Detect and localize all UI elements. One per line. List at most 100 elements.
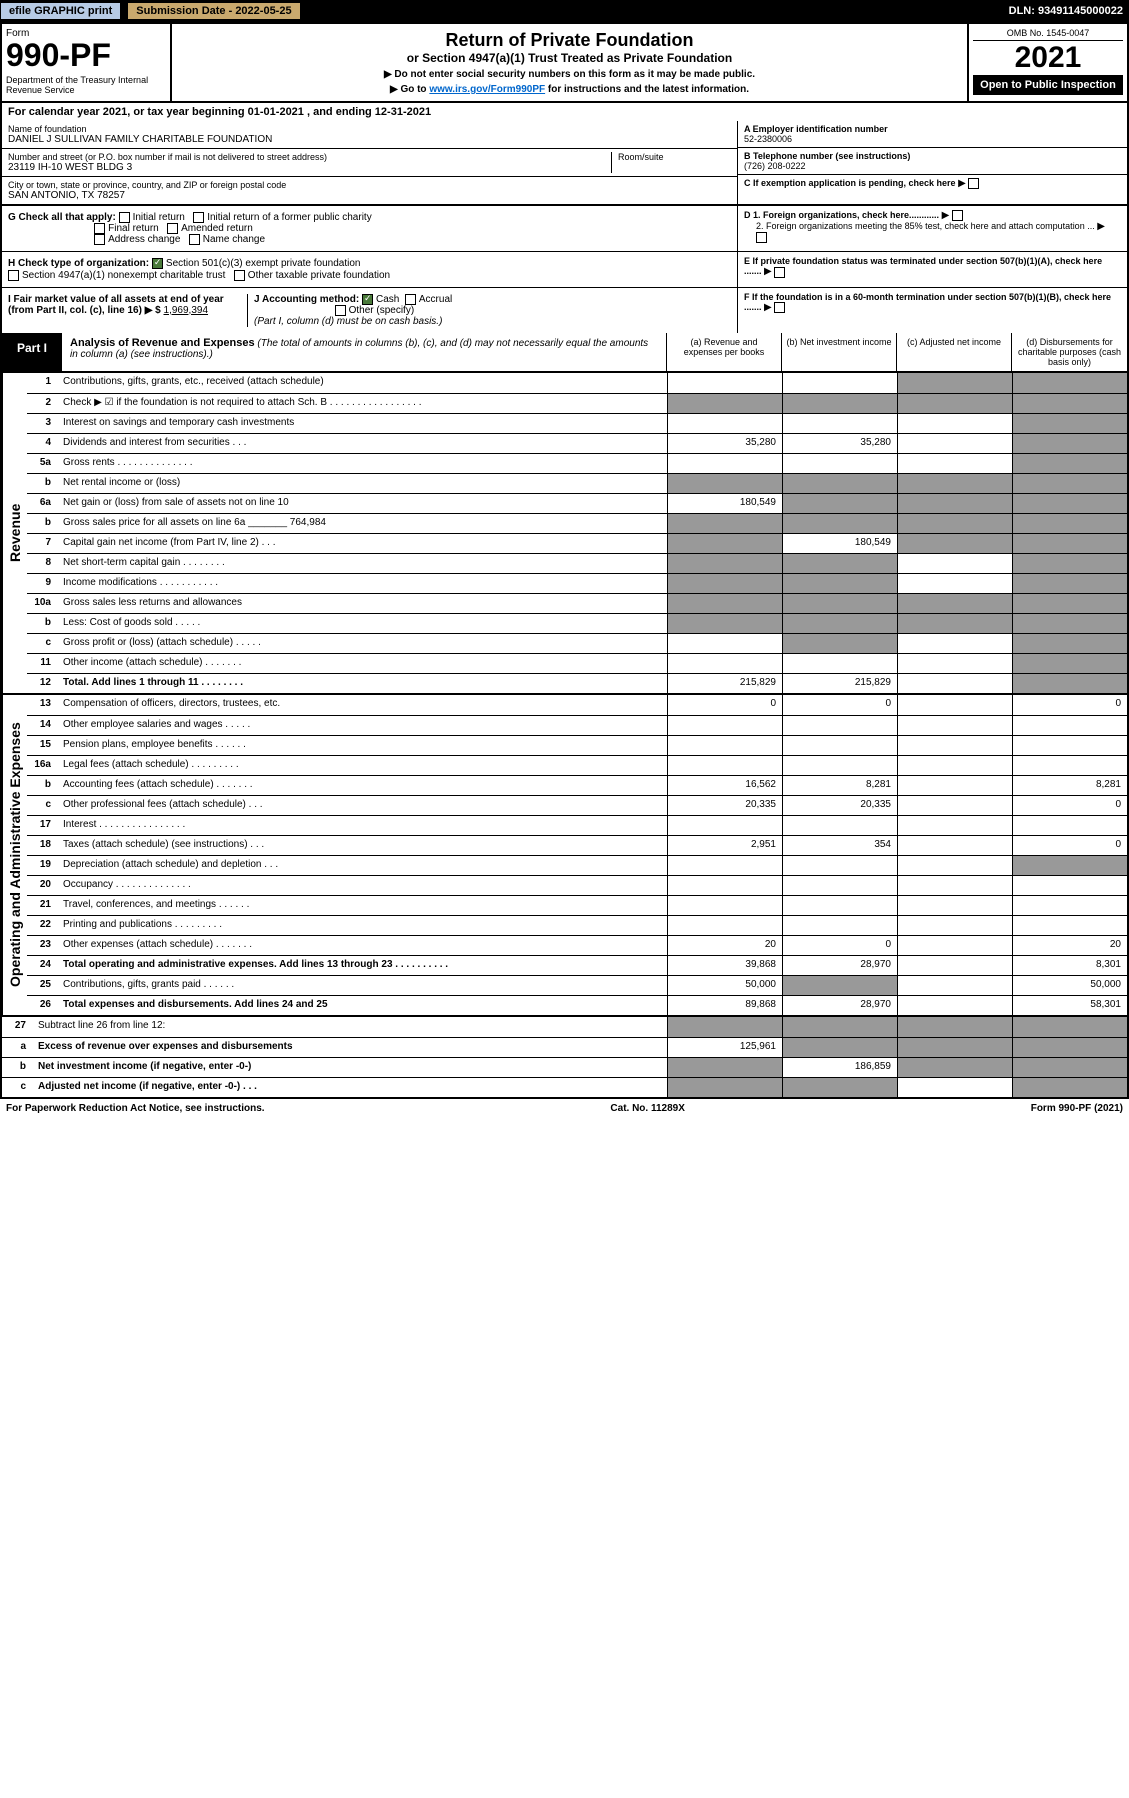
cell-shaded: [1012, 494, 1127, 513]
e-checkbox[interactable]: [774, 267, 785, 278]
cell-shaded: [667, 1058, 782, 1077]
h-row: H Check type of organization: Section 50…: [0, 252, 1129, 287]
cell-shaded: [667, 554, 782, 573]
cell-value: 20: [667, 936, 782, 955]
line-number: 20: [27, 876, 57, 895]
table-row: 5aGross rents . . . . . . . . . . . . . …: [27, 453, 1127, 473]
line-number: 19: [27, 856, 57, 875]
efile-print-button[interactable]: efile GRAPHIC print: [0, 2, 121, 20]
h-label: H Check type of organization:: [8, 259, 149, 270]
cell-shaded: [1012, 514, 1127, 533]
g-address-checkbox[interactable]: [94, 234, 105, 245]
part1-label: Part I: [2, 333, 62, 371]
cell-value: [897, 976, 1012, 995]
col-b-header: (b) Net investment income: [782, 333, 897, 371]
table-row: cOther professional fees (attach schedul…: [27, 795, 1127, 815]
part1-header: Part I Analysis of Revenue and Expenses …: [0, 333, 1129, 373]
cell-value: 0: [1012, 695, 1127, 715]
line-number: 6a: [27, 494, 57, 513]
cell-value: 2,951: [667, 836, 782, 855]
e-label: E If private foundation status was termi…: [744, 256, 1102, 276]
cell-value: [667, 634, 782, 653]
note-ssn: ▶ Do not enter social security numbers o…: [178, 69, 961, 80]
table-row: 23Other expenses (attach schedule) . . .…: [27, 935, 1127, 955]
table-row: 4Dividends and interest from securities …: [27, 433, 1127, 453]
cell-shaded: [1012, 434, 1127, 453]
line-desc: Check ▶ ☑ if the foundation is not requi…: [57, 394, 667, 413]
cell-shaded: [897, 514, 1012, 533]
expense-sidebar: Operating and Administrative Expenses: [2, 695, 27, 1015]
j-accrual-checkbox[interactable]: [405, 294, 416, 305]
table-row: bLess: Cost of goods sold . . . . .: [27, 613, 1127, 633]
cell-value: 20: [1012, 936, 1127, 955]
g-amended-checkbox[interactable]: [167, 223, 178, 234]
g-final-checkbox[interactable]: [94, 223, 105, 234]
table-row: cGross profit or (loss) (attach schedule…: [27, 633, 1127, 653]
table-row: 18Taxes (attach schedule) (see instructi…: [27, 835, 1127, 855]
line-number: b: [27, 514, 57, 533]
j-cash-checkbox[interactable]: [362, 294, 373, 305]
line-desc: Travel, conferences, and meetings . . . …: [57, 896, 667, 915]
cell-value: [897, 936, 1012, 955]
footer-left: For Paperwork Reduction Act Notice, see …: [6, 1103, 265, 1114]
cell-shaded: [667, 594, 782, 613]
cell-value: [897, 716, 1012, 735]
cell-shaded: [1012, 1058, 1127, 1077]
ij-row: I Fair market value of all assets at end…: [0, 288, 1129, 333]
table-row: 11Other income (attach schedule) . . . .…: [27, 653, 1127, 673]
cell-shaded: [897, 534, 1012, 553]
h-501c3-checkbox[interactable]: [152, 258, 163, 269]
g-initial-checkbox[interactable]: [119, 212, 130, 223]
table-row: 21Travel, conferences, and meetings . . …: [27, 895, 1127, 915]
cell-shaded: [897, 394, 1012, 413]
cell-value: [667, 876, 782, 895]
cell-shaded: [1012, 856, 1127, 875]
table-row: 27Subtract line 26 from line 12:: [2, 1017, 1127, 1037]
cell-shaded: [1012, 654, 1127, 673]
footer: For Paperwork Reduction Act Notice, see …: [0, 1099, 1129, 1118]
line-number: 21: [27, 896, 57, 915]
part1-title: Analysis of Revenue and Expenses: [70, 337, 255, 349]
line-desc: Contributions, gifts, grants, etc., rece…: [57, 373, 667, 393]
line-number: 5a: [27, 454, 57, 473]
cell-shaded: [667, 534, 782, 553]
table-row: 2Check ▶ ☑ if the foundation is not requ…: [27, 393, 1127, 413]
c-checkbox[interactable]: [968, 178, 979, 189]
table-row: cAdjusted net income (if negative, enter…: [2, 1077, 1127, 1097]
j-other-checkbox[interactable]: [335, 305, 346, 316]
g-former-checkbox[interactable]: [193, 212, 204, 223]
line-desc: Total expenses and disbursements. Add li…: [57, 996, 667, 1015]
cell-value: [1012, 816, 1127, 835]
cell-value: 0: [667, 695, 782, 715]
d1-checkbox[interactable]: [952, 210, 963, 221]
line-number: c: [2, 1078, 32, 1097]
cell-value: [667, 756, 782, 775]
cell-value: [897, 674, 1012, 693]
cell-shaded: [1012, 574, 1127, 593]
line-number: 24: [27, 956, 57, 975]
cell-value: [897, 756, 1012, 775]
table-row: 16aLegal fees (attach schedule) . . . . …: [27, 755, 1127, 775]
f-checkbox[interactable]: [774, 302, 785, 313]
cell-value: 20,335: [667, 796, 782, 815]
h-other-checkbox[interactable]: [234, 270, 245, 281]
line-number: 4: [27, 434, 57, 453]
table-row: 26Total expenses and disbursements. Add …: [27, 995, 1127, 1015]
cell-value: [1012, 916, 1127, 935]
irs-link[interactable]: www.irs.gov/Form990PF: [429, 84, 545, 95]
h-4947-checkbox[interactable]: [8, 270, 19, 281]
d2-checkbox[interactable]: [756, 232, 767, 243]
line-desc: Compensation of officers, directors, tru…: [57, 695, 667, 715]
g-name-checkbox[interactable]: [189, 234, 200, 245]
cell-shaded: [1012, 373, 1127, 393]
line-desc: Contributions, gifts, grants paid . . . …: [57, 976, 667, 995]
cell-shaded: [1012, 474, 1127, 493]
submission-date-button[interactable]: Submission Date - 2022-05-25: [127, 2, 300, 20]
cell-shaded: [1012, 414, 1127, 433]
cell-shaded: [667, 474, 782, 493]
line-number: 23: [27, 936, 57, 955]
cell-value: 35,280: [667, 434, 782, 453]
cell-shaded: [782, 574, 897, 593]
form-title: Return of Private Foundation: [178, 30, 961, 51]
cell-shaded: [667, 614, 782, 633]
